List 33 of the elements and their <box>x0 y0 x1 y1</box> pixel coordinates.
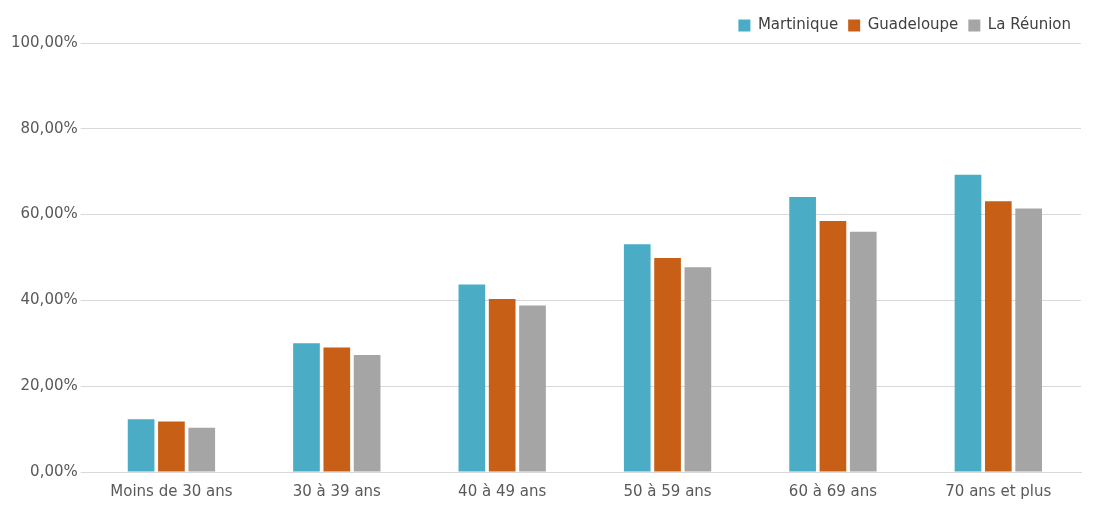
x-tick-label: 30 à 39 ans <box>292 481 382 500</box>
y-tick-label: 0,00% <box>30 461 78 480</box>
bar <box>789 197 816 472</box>
bar <box>488 299 516 472</box>
x-tick-label: 40 à 49 ans <box>458 481 547 500</box>
y-tick-label: 60,00% <box>20 204 78 223</box>
y-tick-label: 80,00% <box>20 118 78 137</box>
bar <box>458 284 486 472</box>
bar <box>127 419 155 472</box>
bar <box>353 354 381 472</box>
bar <box>188 427 216 472</box>
x-tick-label: 50 à 59 ans <box>623 481 712 500</box>
bar <box>1015 208 1042 472</box>
legend-label: Martinique <box>757 15 839 34</box>
x-tick-label: 70 ans et plus <box>945 481 1052 500</box>
legend-label: La Réunion <box>987 15 1072 34</box>
bar <box>849 231 877 472</box>
bar <box>519 305 546 472</box>
x-tick-label: Moins de 30 ans <box>110 481 233 500</box>
bar <box>623 244 651 472</box>
y-tick-label: 40,00% <box>20 290 78 309</box>
bar <box>684 267 712 472</box>
y-tick-label: 20,00% <box>20 376 78 395</box>
bar <box>323 347 351 472</box>
bar <box>654 257 681 472</box>
legend-label: Guadeloupe <box>867 15 959 34</box>
bar <box>158 421 185 472</box>
bar <box>954 174 982 472</box>
y-tick-label: 100,00% <box>10 32 78 51</box>
bar <box>984 201 1012 472</box>
bar <box>819 221 847 472</box>
x-tick-label: 60 à 69 ans <box>788 481 878 500</box>
bar <box>293 343 320 472</box>
